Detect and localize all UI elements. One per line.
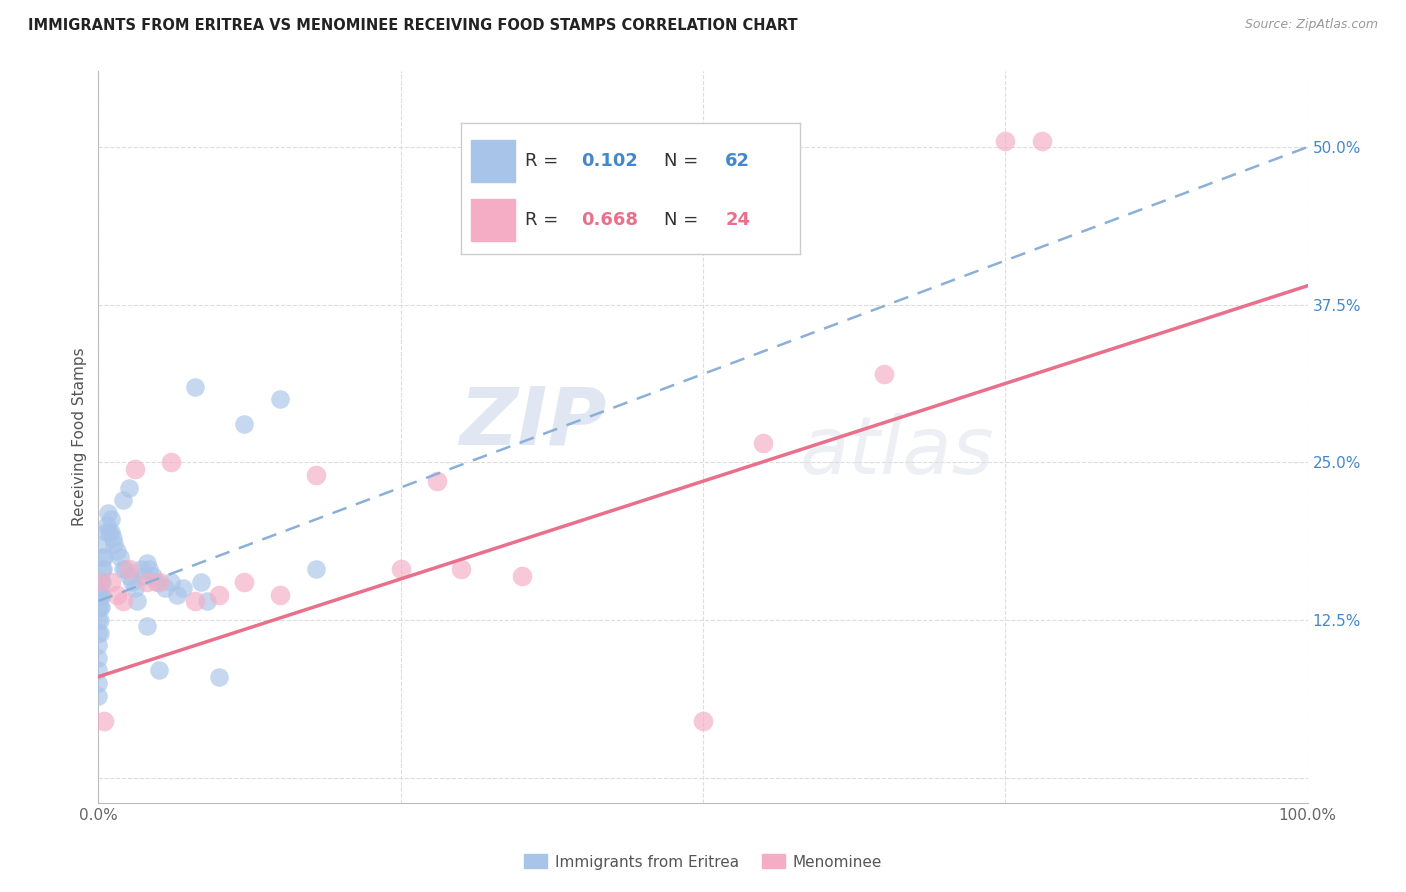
Point (135, 619, 157, 633)
Point (87, 638, 110, 652)
Point (135, 575, 157, 590)
Point (426, 474, 449, 488)
Y-axis label: Receiving Food Stamps: Receiving Food Stamps (72, 348, 87, 526)
Point (100, 512, 122, 526)
Point (89, 625, 111, 640)
Point (190, 575, 212, 590)
Point (145, 575, 167, 590)
Point (100, 575, 122, 590)
Point (89, 613, 111, 627)
Point (160, 455, 183, 469)
Point (510, 569, 533, 583)
Point (1031, 134, 1053, 148)
Point (87, 664, 110, 678)
Point (87, 613, 110, 627)
Point (90, 588, 112, 602)
Point (692, 714, 714, 728)
Point (87, 575, 110, 590)
Point (127, 594, 149, 608)
Point (90, 600, 112, 615)
Point (93, 537, 115, 551)
Point (89, 600, 111, 615)
Point (91, 588, 114, 602)
Point (172, 582, 194, 596)
Text: atlas: atlas (800, 413, 994, 491)
Point (87, 650, 110, 665)
Point (134, 569, 156, 583)
Legend: Immigrants from Eritrea, Menominee: Immigrants from Eritrea, Menominee (519, 848, 887, 876)
Point (153, 582, 176, 596)
Point (129, 562, 152, 576)
Point (93, 714, 115, 728)
Point (124, 582, 146, 596)
Point (148, 575, 170, 590)
Point (111, 562, 134, 576)
Point (114, 562, 136, 576)
Point (91, 562, 114, 576)
Point (184, 594, 207, 608)
Point (121, 575, 143, 590)
Point (87, 600, 110, 615)
Point (91, 562, 114, 576)
Point (389, 562, 412, 576)
Point (752, 436, 775, 450)
Point (138, 562, 160, 576)
Point (101, 531, 124, 545)
Point (105, 543, 128, 558)
Point (100, 524, 122, 539)
Point (108, 549, 131, 564)
Point (450, 562, 472, 576)
Point (93, 549, 115, 564)
Point (232, 575, 254, 590)
Point (305, 467, 328, 482)
Point (89, 575, 111, 590)
Point (118, 481, 141, 495)
Text: Source: ZipAtlas.com: Source: ZipAtlas.com (1244, 18, 1378, 31)
Point (118, 562, 141, 576)
Point (87, 575, 110, 590)
Point (105, 588, 128, 602)
Point (90, 575, 112, 590)
Point (124, 461, 146, 475)
Point (87, 689, 110, 703)
Point (118, 569, 141, 583)
Point (87, 676, 110, 690)
Point (91, 575, 114, 590)
Point (195, 594, 218, 608)
Text: IMMIGRANTS FROM ERITREA VS MENOMINEE RECEIVING FOOD STAMPS CORRELATION CHART: IMMIGRANTS FROM ERITREA VS MENOMINEE REC… (28, 18, 797, 33)
Point (184, 379, 207, 393)
Point (111, 493, 134, 508)
Point (208, 670, 231, 684)
Point (91, 549, 114, 564)
Point (94, 524, 117, 539)
Point (87, 588, 110, 602)
Point (269, 392, 291, 407)
Point (166, 588, 188, 602)
Point (269, 588, 291, 602)
Point (142, 569, 165, 583)
Point (89, 588, 111, 602)
Point (148, 664, 170, 678)
Point (111, 594, 134, 608)
Point (97, 506, 120, 520)
Point (873, 367, 896, 381)
Point (98, 524, 121, 539)
Point (87, 625, 110, 640)
Point (103, 537, 125, 551)
Point (994, 134, 1017, 148)
Point (232, 417, 254, 432)
Point (305, 562, 328, 576)
Point (160, 575, 183, 590)
Point (135, 556, 157, 570)
Text: ZIP: ZIP (458, 384, 606, 461)
Point (96, 518, 118, 533)
Point (208, 588, 231, 602)
